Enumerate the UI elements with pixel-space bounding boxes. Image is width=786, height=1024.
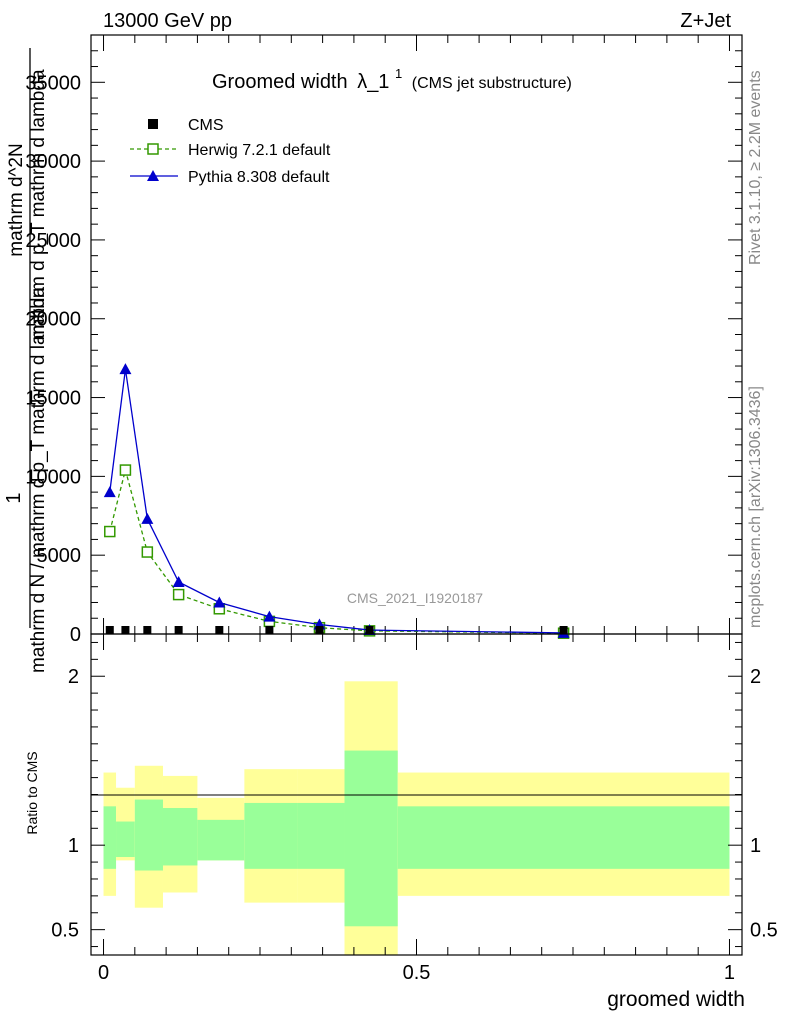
series-cms-point-2 — [143, 626, 152, 634]
series-pythia-point-0 — [103, 486, 116, 498]
ratio-y-tick-label-left: 2 — [68, 666, 79, 688]
ratio-stat-band-5 — [244, 802, 298, 869]
series-pythia-point-3 — [172, 575, 185, 587]
series-cms-point-8 — [559, 626, 568, 634]
ratio-y-axis-label: Ratio to CMS — [24, 751, 40, 834]
legend-pythia-label: Pythia 8.308 default — [188, 169, 330, 186]
x-axis-label: groomed width — [607, 988, 745, 1011]
ratio-x-tick-label: 0 — [98, 962, 109, 984]
title-sub: (CMS jet substructure) — [412, 75, 572, 92]
legend-herwig-label: Herwig 7.2.1 default — [188, 142, 331, 159]
series-cms-point-0 — [105, 626, 114, 634]
main-y-tick-label: 35000 — [25, 72, 81, 94]
series-pythia-point-1 — [119, 363, 132, 375]
ratio-stat-band-0 — [103, 806, 117, 869]
series-cms-point-4 — [215, 626, 224, 634]
ratio-y-tick-label-left: 0.5 — [51, 920, 79, 942]
ratio-y-tick-label-right: 1 — [750, 835, 761, 857]
ylabel-denominator: mathrm d N / mathrm d p_T mathrm d lambd… — [28, 287, 49, 674]
main-series — [103, 363, 570, 639]
ratio-x-tick-label: 0.5 — [403, 962, 431, 984]
series-cms-point-3 — [174, 626, 183, 634]
ratio-stat-band-8 — [397, 806, 730, 869]
series-cms-point-1 — [121, 626, 130, 634]
series-herwig-line — [109, 467, 564, 634]
main-y-tick-label: 5000 — [37, 545, 82, 567]
ratio-y-tick-label-left: 1 — [68, 835, 79, 857]
ratio-y-axis: 0.5 0.5 1 1 2 2 — [51, 641, 778, 948]
ratio-bands — [103, 681, 730, 955]
ratio-panel: 0.5 0.51 12 2 0 0.5 1 Ratio to CMS groomed wi… — [24, 633, 778, 1011]
process-label: Z+Jet — [680, 10, 731, 32]
series-pythia-point-5 — [263, 610, 276, 622]
ratio-stat-band-4 — [197, 819, 245, 861]
main-x-ticks — [103, 35, 730, 634]
ylabel-numerator-1: mathrm d^2N — [6, 143, 27, 256]
series-herwig-point-2 — [141, 546, 154, 558]
ratio-x-axis: 0 0.5 1 — [98, 634, 735, 984]
title-sup: 1 — [395, 66, 402, 81]
main-y-tick-label: 25000 — [25, 230, 81, 252]
series-herwig-point-3 — [172, 588, 185, 601]
ratio-y-tick-label-right: 0.5 — [750, 920, 778, 942]
ratio-stat-band-3 — [162, 808, 198, 866]
ratio-y-tick-label-right: 2 — [750, 666, 761, 688]
plot-title: Groomed width λ_1 1 (CMS jet substructur… — [212, 61, 572, 93]
legend-cms-label: CMS — [188, 117, 224, 134]
ratio-stat-band-7 — [344, 750, 398, 927]
ratio-stat-band-1 — [116, 821, 135, 858]
series-cms-point-6 — [315, 626, 324, 634]
main-y-axis: 5000 10000 15000 20000 25000 30000 35000 0 — [25, 50, 742, 646]
analysis-id: CMS_2021_I1920187 — [347, 590, 483, 606]
ratio-x-tick-label: 1 — [724, 962, 735, 984]
series-pythia-point-4 — [213, 596, 226, 608]
mcplots-label: mcplots.cern.ch [arXiv:1306.3436] — [747, 386, 764, 628]
title-main: Groomed width — [212, 71, 348, 93]
series-herwig-point-1 — [119, 464, 132, 476]
main-y-tick-label: 15000 — [25, 388, 81, 410]
main-y-tick-label: 20000 — [25, 309, 81, 331]
series-pythia-point-2 — [141, 512, 154, 524]
ratio-stat-band-6 — [297, 802, 345, 869]
ratio-stat-band-2 — [134, 799, 163, 871]
title-symbol: λ_1 — [357, 71, 389, 93]
main-y-tick-label: 30000 — [25, 151, 81, 173]
legend: CMS Herwig 7.2.1 default Pythia 8.308 de… — [130, 117, 331, 186]
main-panel: 5000 10000 15000 20000 25000 30000 35000 0 CMS_… — [3, 34, 743, 673]
main-y-tick-label-zero: 0 — [70, 624, 81, 646]
legend-pythia-marker — [147, 170, 159, 181]
series-cms-point-7 — [365, 626, 374, 634]
ylabel-numerator-2: mathrm d p_T mathrm d lambda — [28, 69, 49, 340]
rivet-label: Rivet 3.1.10, ≥ 2.2M events — [747, 70, 764, 265]
series-herwig-point-0 — [104, 525, 116, 538]
legend-herwig-marker — [147, 143, 159, 155]
main-y-tick-label: 10000 — [25, 466, 81, 488]
energy-label: 13000 GeV pp — [103, 10, 232, 32]
series-cms-point-5 — [265, 626, 274, 634]
legend-cms-marker — [148, 119, 158, 129]
ylabel-one: 1 — [3, 492, 25, 503]
main-y-axis-label: 1 mathrm d^2N mathrm d p_T mathrm d lamb… — [3, 48, 49, 673]
